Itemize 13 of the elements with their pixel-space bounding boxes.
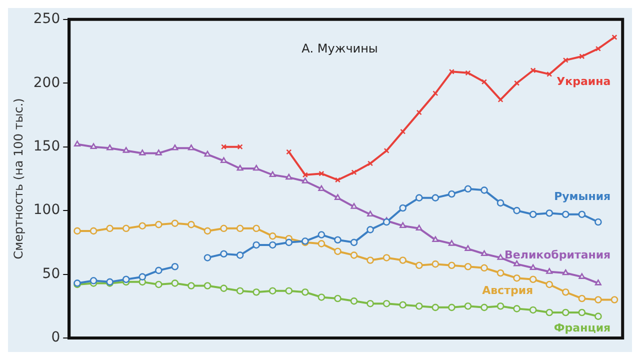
y-axis-title: Смертность (на 100 тыс.) xyxy=(11,98,26,260)
series-label: Франция xyxy=(554,321,611,334)
series-label: Австрия xyxy=(482,284,534,297)
series-label: Румыния xyxy=(554,190,611,203)
series-label: Великобритания xyxy=(504,248,611,262)
y-tick-label: 50 xyxy=(42,266,60,282)
annotation: А. Мужчины xyxy=(302,42,378,56)
y-tick-label: 150 xyxy=(33,138,60,154)
y-tick-label: 200 xyxy=(33,74,60,91)
y-tick-label: 100 xyxy=(33,202,60,218)
y-tick-label: 0 xyxy=(51,330,60,346)
series-label: Украина xyxy=(556,75,611,88)
y-tick-label: 250 xyxy=(33,11,60,28)
